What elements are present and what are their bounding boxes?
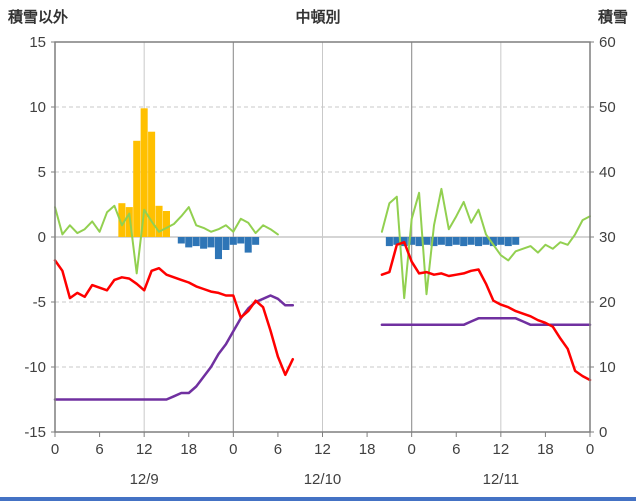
series-green-line (54, 187, 591, 300)
left-tick-label: -5 (33, 294, 46, 311)
left-tick-label: 10 (29, 99, 46, 116)
hour-tick-label: 18 (359, 441, 376, 458)
hour-tick-label: 12 (314, 441, 331, 458)
hour-tick-label: 0 (586, 441, 594, 458)
chart-title: 中頓別 (295, 9, 341, 26)
series-red-line (53, 240, 592, 382)
right-tick-label: 50 (599, 99, 616, 116)
right-tick-label: 40 (599, 164, 616, 181)
right-axis-title: 積雪 (597, 9, 628, 26)
right-tick-label: 60 (599, 34, 616, 51)
hour-tick-label: 18 (537, 441, 554, 458)
series-blue-bars (177, 237, 520, 260)
hour-tick-label: 0 (229, 441, 237, 458)
left-tick-label: 5 (38, 164, 46, 181)
hour-tick-label: 6 (452, 441, 460, 458)
left-axis-title: 積雪以外 (8, 9, 69, 26)
hour-tick-label: 0 (51, 441, 59, 458)
hour-tick-label: 6 (95, 441, 103, 458)
right-tick-label: 10 (599, 359, 616, 376)
date-label: 12/9 (130, 471, 159, 488)
left-tick-label: 15 (29, 34, 46, 51)
series-orange-bars (118, 108, 170, 237)
date-label: 12/11 (483, 471, 519, 488)
hour-tick-label: 12 (136, 441, 153, 458)
hour-tick-label: 12 (492, 441, 509, 458)
right-tick-label: 30 (599, 229, 616, 246)
left-tick-label: -10 (24, 359, 46, 376)
left-tick-label: -15 (24, 424, 46, 441)
bottom-border (0, 497, 636, 501)
hour-tick-label: 6 (274, 441, 282, 458)
hour-tick-label: 0 (407, 441, 415, 458)
left-tick-label: 0 (38, 229, 46, 246)
right-tick-label: 0 (599, 424, 607, 441)
date-label: 12/10 (304, 471, 342, 488)
hour-tick-label: 18 (180, 441, 197, 458)
right-tick-label: 20 (599, 294, 616, 311)
